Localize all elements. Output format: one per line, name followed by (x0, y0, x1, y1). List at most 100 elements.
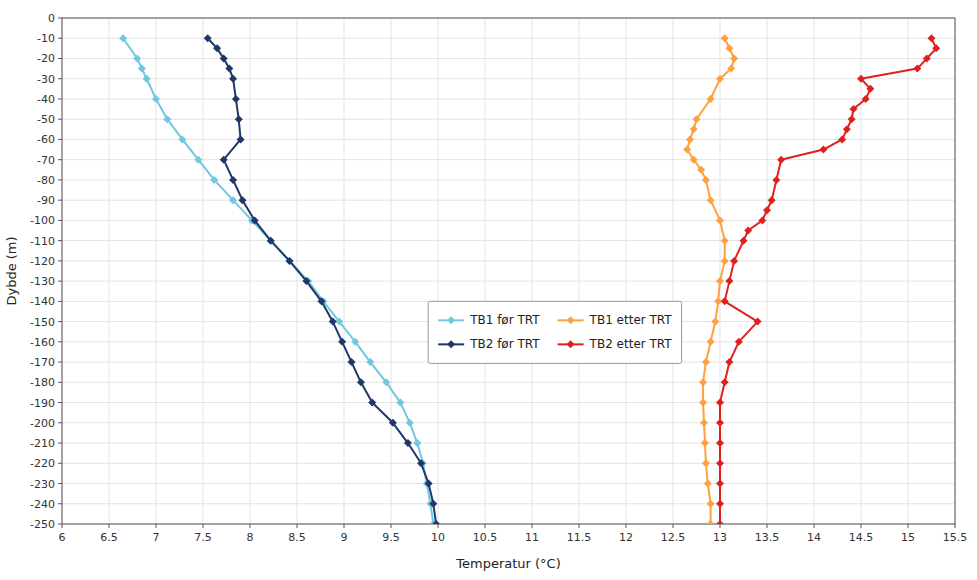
point (716, 419, 724, 427)
x-grid-line (109, 18, 110, 524)
point (735, 338, 743, 346)
y-tick (58, 98, 62, 99)
y-grid-line (62, 260, 955, 261)
point (690, 125, 698, 133)
point (721, 257, 729, 265)
point (238, 196, 246, 204)
point (133, 54, 141, 62)
point (267, 237, 275, 245)
x-tick (109, 524, 110, 528)
series-line (720, 38, 936, 524)
point (432, 520, 440, 524)
y-grid-line (62, 98, 955, 99)
y-grid-line (62, 38, 955, 39)
y-tick-label: -30 (37, 73, 55, 86)
x-tick-label: 9 (341, 531, 348, 544)
point (838, 135, 846, 143)
chart: 66.577.588.599.51010.51111.51212.51313.5… (0, 0, 977, 580)
legend-label: TB2 etter TRT (589, 337, 673, 351)
y-grid-line (62, 119, 955, 120)
legend-label: TB2 før TRT (469, 337, 540, 351)
point (763, 206, 771, 214)
y-tick-label: -140 (30, 295, 55, 308)
point (707, 520, 715, 524)
point (923, 54, 931, 62)
x-tick-label: 7.5 (194, 531, 212, 544)
y-tick (58, 119, 62, 120)
point (702, 358, 710, 366)
x-tick-label: 6.5 (100, 531, 118, 544)
y-tick (58, 463, 62, 464)
x-grid-line (626, 18, 627, 524)
x-tick-label: 10 (431, 531, 445, 544)
x-grid-line (532, 18, 533, 524)
point (699, 399, 707, 407)
x-tick-label: 14.5 (849, 531, 874, 544)
point (302, 277, 310, 285)
axes: 66.577.588.599.51010.51111.51212.51313.5… (30, 12, 967, 544)
point (725, 44, 733, 52)
x-tick-label: 8 (247, 531, 254, 544)
x-tick-label: 11 (525, 531, 539, 544)
point (913, 65, 921, 73)
legend-box (428, 301, 682, 363)
point (389, 419, 397, 427)
x-tick (720, 524, 721, 528)
point (716, 500, 724, 508)
y-grid-line (62, 281, 955, 282)
point (758, 216, 766, 224)
y-tick (58, 483, 62, 484)
legend-label: TB1 etter TRT (589, 313, 673, 327)
point (143, 75, 151, 83)
y-grid-line (62, 200, 955, 201)
x-tick (767, 524, 768, 528)
point (866, 85, 874, 93)
y-tick-label: -10 (37, 32, 55, 45)
point (690, 156, 698, 164)
point (368, 399, 376, 407)
data (119, 34, 940, 524)
x-grid-line (861, 18, 862, 524)
point (237, 135, 245, 143)
x-tick-label: 12.5 (661, 531, 686, 544)
y-tick (58, 341, 62, 342)
point (849, 105, 857, 113)
legend-marker (447, 340, 455, 348)
y-tick-label: -50 (37, 113, 55, 126)
point (413, 439, 421, 447)
x-tick-label: 8.5 (288, 531, 306, 544)
y-tick-label: -20 (37, 52, 55, 65)
x-grid-line (485, 18, 486, 524)
y-tick (58, 38, 62, 39)
point (716, 459, 724, 467)
point (819, 146, 827, 154)
y-axis-label: Dybde (m) (4, 236, 19, 305)
point (396, 399, 404, 407)
y-tick (58, 159, 62, 160)
y-grid-line (62, 443, 955, 444)
y-grid-line (62, 463, 955, 464)
point (220, 156, 228, 164)
y-tick-label: -100 (30, 214, 55, 227)
point (754, 318, 762, 326)
x-axis-label: Temperatur (°C) (455, 556, 561, 571)
point (229, 176, 237, 184)
y-tick-label: -240 (30, 498, 55, 511)
y-tick (58, 18, 62, 19)
x-tick (344, 524, 345, 528)
y-tick-label: -130 (30, 275, 55, 288)
x-tick (532, 524, 533, 528)
point (229, 196, 237, 204)
y-tick-label: -40 (37, 93, 55, 106)
point (406, 419, 414, 427)
point (204, 34, 212, 42)
y-tick (58, 422, 62, 423)
point (707, 500, 715, 508)
point (251, 216, 259, 224)
y-tick-label: -90 (37, 194, 55, 207)
x-tick (626, 524, 627, 528)
x-grid-line (391, 18, 392, 524)
x-tick-label: 7 (153, 531, 160, 544)
y-tick (58, 301, 62, 302)
x-tick (861, 524, 862, 528)
